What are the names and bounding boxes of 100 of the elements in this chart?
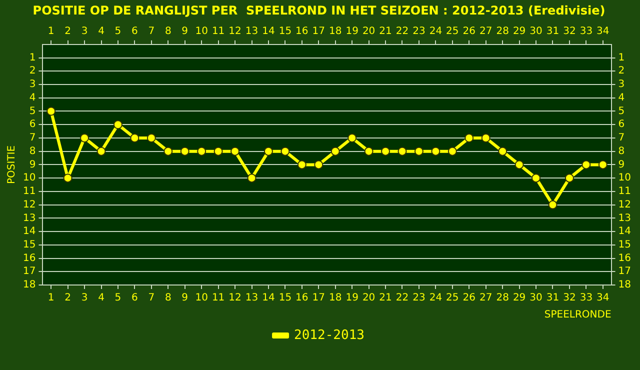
x-axis-title: SPEELRONDE [544, 310, 612, 321]
y2-tick-label: 7 [618, 132, 625, 144]
x2-tick-label: 8 [164, 292, 172, 304]
x-tick-label: 20 [362, 26, 376, 37]
x2-tick-label: 10 [195, 292, 208, 304]
x-tick-label: 3 [81, 26, 88, 37]
x-tick-label: 1 [48, 26, 54, 37]
point [481, 133, 490, 142]
x-tick-label: 27 [479, 26, 492, 37]
x2-tick-label: 6 [132, 292, 138, 304]
y2-tick-label: 8 [618, 146, 625, 157]
x2-tick-label: 9 [182, 292, 188, 304]
x2-tick-label: 21 [379, 292, 392, 304]
point [96, 146, 106, 156]
x-tick-label: 8 [164, 26, 172, 37]
point [464, 133, 474, 142]
x-tick-label: 4 [98, 26, 104, 37]
point [146, 133, 156, 142]
x2-tick-label: 12 [228, 292, 242, 304]
y2-tick-label: 17 [618, 266, 632, 278]
x2-tick-label: 24 [429, 292, 442, 304]
x-tick-label: 19 [346, 26, 358, 37]
legend-label: 2012-2013 [294, 328, 364, 343]
x2-tick-label: 16 [296, 292, 308, 304]
point [564, 174, 574, 183]
x2-tick-label: 30 [530, 292, 542, 304]
y-tick-label: 8 [29, 146, 36, 157]
y-tick-label: 14 [22, 226, 36, 238]
y-tick-label: 15 [22, 239, 36, 250]
x2-tick-label: 27 [479, 292, 492, 304]
y-tick-label: 3 [29, 79, 36, 90]
x-tick-label: 33 [580, 26, 593, 37]
y-tick-label: 6 [29, 119, 36, 130]
x2-tick-label: 31 [546, 292, 560, 304]
x-tick-label: 18 [328, 26, 342, 37]
x2-tick-label: 2 [64, 292, 71, 304]
y2-tick-label: 14 [618, 226, 632, 238]
x2-tick-label: 3 [81, 292, 88, 304]
x-tick-label: 17 [312, 26, 326, 37]
x2-tick-label: 29 [512, 292, 526, 304]
y2-tick-label: 12 [618, 199, 632, 210]
x-tick-label: 25 [446, 26, 459, 37]
point [431, 146, 440, 156]
x2-tick-label: 15 [278, 292, 292, 304]
x2-tick-label: 13 [245, 292, 258, 304]
x2-tick-label: 34 [596, 292, 610, 304]
point [348, 133, 357, 142]
x-tick-label: 26 [462, 26, 476, 37]
point [414, 146, 424, 156]
x2-tick-label: 11 [212, 292, 225, 304]
x2-tick-label: 22 [396, 292, 409, 304]
chart-title: POSITIE OP DE RANGLIJST PER SPEELROND IN HET SEIZOEN : 2012-2013 (Eredivisie) [32, 3, 606, 18]
x2-tick-label: 20 [362, 292, 376, 304]
x-tick-label: 14 [262, 26, 275, 37]
x2-tick-label: 28 [496, 292, 509, 304]
x-tick-label: 23 [412, 26, 426, 37]
point [381, 146, 390, 156]
y-tick-label: 1 [29, 52, 36, 64]
y2-tick-label: 15 [618, 239, 632, 250]
y2-tick-label: 10 [618, 172, 632, 184]
y2-tick-label: 2 [618, 66, 625, 77]
y-tick-label: 2 [29, 66, 36, 77]
x-tick-label: 7 [148, 26, 155, 37]
point [63, 174, 72, 183]
x2-tick-label: 26 [462, 292, 476, 304]
x-tick-label: 10 [195, 26, 208, 37]
y2-tick-label: 13 [618, 212, 632, 224]
y2-tick-label: 4 [618, 92, 625, 104]
y-tick-label: 7 [29, 132, 36, 144]
y-tick-label: 12 [22, 199, 36, 210]
point [297, 160, 306, 170]
point [598, 160, 608, 170]
y-tick-label: 13 [22, 212, 36, 224]
x-tick-label: 5 [114, 26, 122, 37]
x2-tick-label: 32 [563, 292, 576, 304]
x-tick-label: 13 [245, 26, 258, 37]
point [247, 174, 256, 183]
y-tick-label: 16 [22, 252, 36, 264]
point [130, 133, 140, 142]
point [582, 160, 591, 170]
y2-tick-label: 6 [618, 119, 625, 130]
y-tick-label: 18 [22, 280, 36, 291]
x-tick-label: 16 [296, 26, 308, 37]
y-axis-title: POSITIE [6, 145, 18, 184]
point [398, 146, 407, 156]
point [264, 146, 273, 156]
y-tick-label: 10 [22, 172, 36, 184]
x2-tick-label: 14 [262, 292, 275, 304]
point [280, 146, 290, 156]
y2-tick-label: 1 [618, 52, 625, 64]
x-tick-label: 32 [563, 26, 576, 37]
point [498, 146, 508, 156]
point [180, 146, 190, 156]
y-tick-label: 11 [22, 186, 36, 198]
y-tick-label: 17 [22, 266, 36, 278]
y-tick-label: 5 [29, 106, 36, 117]
point [330, 146, 340, 156]
y2-tick-label: 11 [618, 186, 632, 198]
x-tick-label: 22 [396, 26, 409, 37]
point [548, 200, 558, 210]
